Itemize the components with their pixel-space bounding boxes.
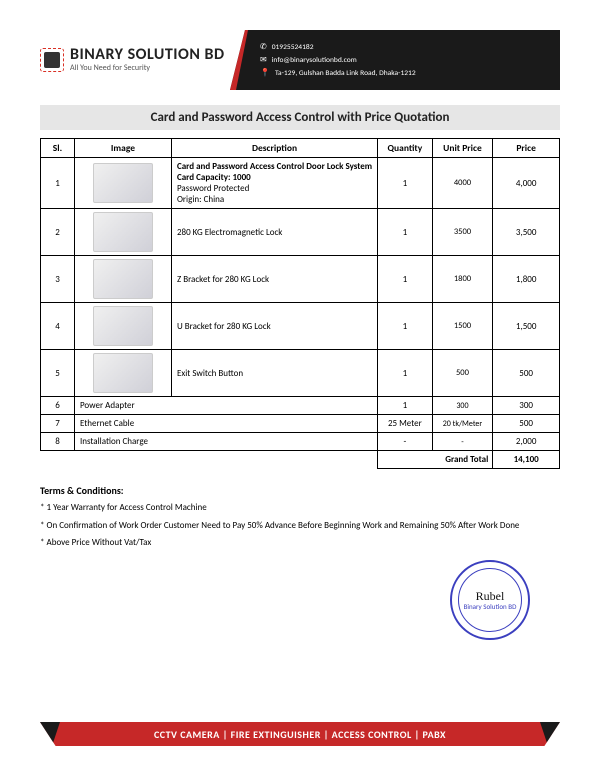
- phone-line: ✆ 01925524182: [260, 42, 550, 52]
- email-line: ✉ info@binarysolutionbd.com: [260, 55, 550, 65]
- email-icon: ✉: [260, 55, 267, 65]
- cell-price: 500: [493, 415, 560, 433]
- cell-image: [74, 256, 171, 303]
- cell-qty: 1: [378, 158, 433, 209]
- cell-price: 500: [493, 350, 560, 397]
- table-row: 3 Z Bracket for 280 KG Lock118001,800: [41, 256, 560, 303]
- signature: Rubel: [464, 589, 517, 603]
- product-image: [93, 212, 153, 252]
- cell-desc: Exit Switch Button: [171, 350, 377, 397]
- cell-sl: 1: [41, 158, 75, 209]
- product-image: [93, 163, 153, 203]
- cell-desc: Card and Password Access Control Door Lo…: [171, 158, 377, 209]
- cell-sl: 3: [41, 256, 75, 303]
- col-sl: Sl.: [41, 139, 75, 158]
- contact-block: ✆01925524182 ✉info@binarysolutionbd.com …: [230, 30, 560, 90]
- cell-price: 2,000: [493, 433, 560, 451]
- cell-unit: 500: [432, 350, 493, 397]
- cell-sl: 5: [41, 350, 75, 397]
- table-row: 7Ethernet Cable25 Meter20 tk/Meter500: [41, 415, 560, 433]
- company-name: BINARY SOLUTION BD: [70, 47, 225, 63]
- product-image: [93, 353, 153, 393]
- footer-bar: CCTV CAMERA | FIRE EXTINGUISHER | ACCESS…: [40, 722, 560, 746]
- cell-image: [74, 303, 171, 350]
- grand-value: 14,100: [493, 451, 560, 469]
- cell-price: 4,000: [493, 158, 560, 209]
- product-image: [93, 306, 153, 346]
- col-qty: Quantity: [378, 139, 433, 158]
- cell-desc: U Bracket for 280 KG Lock: [171, 303, 377, 350]
- cell-unit: 4000: [432, 158, 493, 209]
- cell-sl: 6: [41, 397, 75, 415]
- col-price: Price: [493, 139, 560, 158]
- cell-unit: 3500: [432, 209, 493, 256]
- stamp: Rubel Binary Solution BD: [450, 560, 530, 640]
- cell-image: [74, 350, 171, 397]
- cell-sl: 7: [41, 415, 75, 433]
- page: BINARY SOLUTION BD All You Need for Secu…: [0, 0, 600, 550]
- document-title: Card and Password Access Control with Pr…: [40, 105, 560, 130]
- table-row: 6Power Adapter1300300: [41, 397, 560, 415]
- cell-price: 1,500: [493, 303, 560, 350]
- table-row: 1Card and Password Access Control Door L…: [41, 158, 560, 209]
- col-image: Image: [74, 139, 171, 158]
- product-image: [93, 259, 153, 299]
- cell-price: 1,800: [493, 256, 560, 303]
- terms-item: * On Confirmation of Work Order Customer…: [40, 519, 560, 533]
- table-row: 2 280 KG Electromagnetic Lock135003,500: [41, 209, 560, 256]
- cell-price: 300: [493, 397, 560, 415]
- cell-image: [74, 158, 171, 209]
- cell-price: 3,500: [493, 209, 560, 256]
- table-row: 4 U Bracket for 280 KG Lock115001,500: [41, 303, 560, 350]
- header: BINARY SOLUTION BD All You Need for Secu…: [40, 30, 560, 90]
- cell-qty: 25 Meter: [378, 415, 433, 433]
- cell-desc: Installation Charge: [74, 433, 377, 451]
- cell-sl: 2: [41, 209, 75, 256]
- cell-qty: 1: [378, 397, 433, 415]
- terms-title: Terms & Conditions:: [40, 483, 560, 498]
- terms-item: * 1 Year Warranty for Access Control Mac…: [40, 501, 560, 515]
- phone-text: 01925524182: [272, 43, 314, 52]
- table-header-row: Sl. Image Description Quantity Unit Pric…: [41, 139, 560, 158]
- terms-block: Terms & Conditions: * 1 Year Warranty fo…: [40, 483, 560, 550]
- pin-icon: 📍: [260, 68, 270, 78]
- table-row: 5Exit Switch Button1500500: [41, 350, 560, 397]
- cell-sl: 8: [41, 433, 75, 451]
- stamp-company: Binary Solution BD: [464, 603, 517, 611]
- tagline: All You Need for Security: [70, 63, 225, 73]
- logo-block: BINARY SOLUTION BD All You Need for Secu…: [40, 30, 230, 90]
- cell-unit: 1800: [432, 256, 493, 303]
- cell-sl: 4: [41, 303, 75, 350]
- cell-unit: 1500: [432, 303, 493, 350]
- cell-desc: Power Adapter: [74, 397, 377, 415]
- table-row: 8Installation Charge--2,000: [41, 433, 560, 451]
- cell-unit: 20 tk/Meter: [432, 415, 493, 433]
- grand-total-row: Grand Total14,100: [41, 451, 560, 469]
- terms-item: * Above Price Without Vat/Tax: [40, 536, 560, 550]
- cell-image: [74, 209, 171, 256]
- cell-unit: 300: [432, 397, 493, 415]
- cell-unit: -: [432, 433, 493, 451]
- cell-desc: Z Bracket for 280 KG Lock: [171, 256, 377, 303]
- cell-qty: 1: [378, 209, 433, 256]
- grand-label: Grand Total: [378, 451, 493, 469]
- col-desc: Description: [171, 139, 377, 158]
- cell-qty: 1: [378, 303, 433, 350]
- cell-desc: Ethernet Cable: [74, 415, 377, 433]
- cell-desc: 280 KG Electromagnetic Lock: [171, 209, 377, 256]
- cell-qty: 1: [378, 256, 433, 303]
- logo-icon: [40, 48, 64, 72]
- address-text: Ta-129, Gulshan Badda Link Road, Dhaka-1…: [275, 69, 416, 78]
- cell-qty: -: [378, 433, 433, 451]
- cell-qty: 1: [378, 350, 433, 397]
- email-text: info@binarysolutionbd.com: [272, 56, 357, 65]
- col-unit: Unit Price: [432, 139, 493, 158]
- quotation-table: Sl. Image Description Quantity Unit Pric…: [40, 138, 560, 469]
- phone-icon: ✆: [260, 42, 267, 52]
- address-line: 📍 Ta-129, Gulshan Badda Link Road, Dhaka-…: [260, 68, 550, 78]
